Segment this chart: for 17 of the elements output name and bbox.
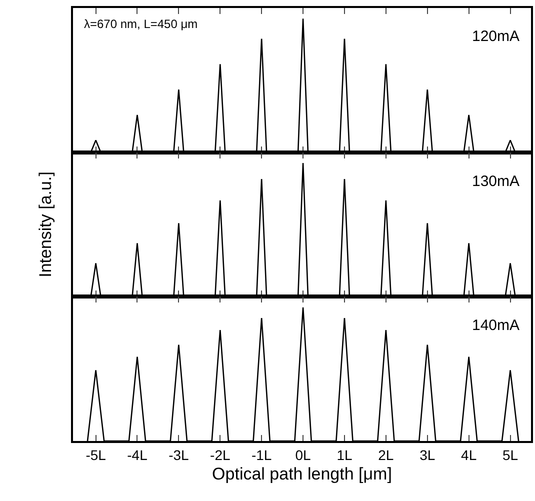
x-tick-label: -3L: [168, 446, 190, 463]
y-axis-title: Intensity [a.u.]: [36, 172, 56, 278]
x-axis-title: Optical path length [μm]: [212, 464, 392, 484]
x-tick-label: 2L: [378, 446, 394, 463]
x-tick-label: 0L: [295, 446, 312, 463]
x-tick-label: 1L: [336, 446, 352, 463]
annotation: 120mA: [472, 28, 520, 45]
annotation: 130mA: [472, 173, 520, 190]
annotation: 140mA: [472, 317, 520, 334]
x-tick-label: 4L: [461, 446, 477, 463]
annotation: λ=670 nm, L=450 μm: [84, 17, 198, 31]
x-tick-label: 3L: [420, 446, 436, 463]
x-tick-label: -4L: [127, 446, 148, 463]
x-tick-label: -1L: [251, 446, 272, 463]
x-tick-label: 5L: [502, 446, 518, 463]
x-tick-label: -2L: [210, 446, 230, 463]
x-tick-label: -5L: [86, 446, 106, 463]
